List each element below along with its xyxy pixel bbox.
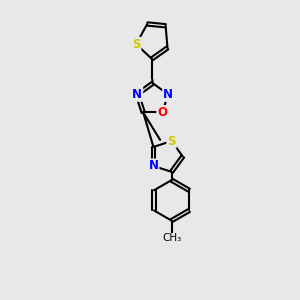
Text: CH₃: CH₃ xyxy=(162,233,181,244)
Text: N: N xyxy=(148,160,158,172)
Text: N: N xyxy=(163,88,173,101)
Text: S: S xyxy=(167,134,176,148)
Text: O: O xyxy=(157,106,167,119)
Text: N: N xyxy=(132,88,142,101)
Text: S: S xyxy=(132,38,140,51)
